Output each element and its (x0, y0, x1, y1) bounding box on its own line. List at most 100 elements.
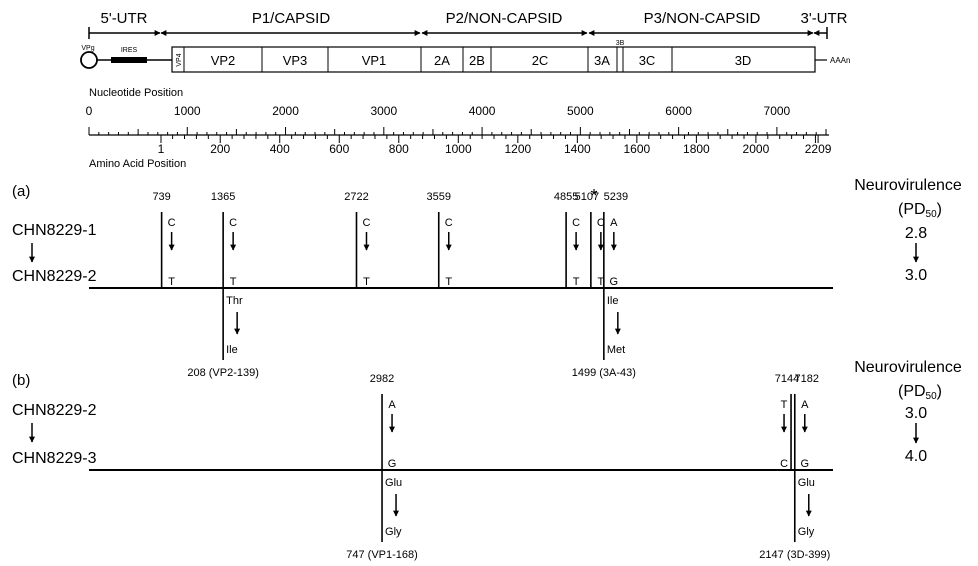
panel-a-neuro-title: Neurovirulence (854, 177, 962, 194)
polya-label: AAAn (830, 56, 850, 65)
segment-vp3: VP3 (283, 53, 308, 68)
mutation-position: 739 (152, 191, 170, 203)
segment-vp1: VP1 (362, 53, 387, 68)
genome-map (80, 27, 828, 73)
base-to: C (780, 458, 788, 470)
position-scale: Nucleotide Position Amino Acid Position … (86, 87, 832, 170)
polyprotein-box (171, 46, 816, 73)
aa-position-label: 747 (VP1-168) (346, 549, 418, 561)
mutation-position: 7144 (775, 373, 799, 385)
panel-a-neuro-unit: (PD50) (898, 201, 942, 220)
aa-tick-label: 1 (158, 142, 165, 156)
base-to: T (573, 276, 580, 288)
nt-tick-label: 0 (86, 104, 93, 118)
mutation-position: 4855 (554, 191, 578, 203)
segment-2b: 2B (469, 53, 485, 68)
aa-from: Glu (385, 477, 402, 489)
panel-a-strain-from: CHN8229-1 (12, 222, 97, 239)
mutation-position: 1365 (211, 191, 235, 203)
region-label-utr5: 5'-UTR (100, 10, 147, 27)
nucleotide-position-title: Nucleotide Position (89, 87, 183, 99)
nt-tick-label: 5000 (567, 104, 594, 118)
panel-a-aa-changes: Thr Ile 208 (VP2-139) Ile Met 1499 (3A-43) (187, 288, 636, 379)
segment-2c: 2C (532, 53, 549, 68)
segment-3d: 3D (735, 53, 752, 68)
ires-bar (111, 57, 147, 63)
mutation-position: 3559 (427, 191, 451, 203)
aa-tick-label: 1800 (683, 142, 710, 156)
aa-tick-label: 1000 (445, 142, 472, 156)
base-to: T (230, 276, 237, 288)
aa-tick-label: 400 (270, 142, 290, 156)
base-to: G (800, 458, 809, 470)
aa-to: Met (607, 344, 625, 356)
aa-tick-label: 2209 (805, 142, 832, 156)
base-to: T (168, 276, 175, 288)
segment-2a: 2A (434, 53, 450, 68)
segment-3c: 3C (639, 53, 656, 68)
panel-b-neuro-to: 4.0 (905, 448, 927, 465)
nt-tick-label: 2000 (272, 104, 299, 118)
panel-a-neuro-from: 2.8 (905, 225, 927, 242)
base-to: T (445, 276, 452, 288)
panel-b-neuro-unit: (PD50) (898, 383, 942, 402)
base-from: C (168, 217, 176, 229)
aa-tick-label: 1400 (564, 142, 591, 156)
base-to: G (610, 276, 619, 288)
panel-a-asterisk: * (590, 186, 597, 206)
vpg-circle (80, 51, 98, 69)
segment-vp4: VP4 (176, 53, 183, 66)
vpg-label: VPg (81, 45, 94, 52)
aa-to: Gly (798, 526, 815, 538)
genome-text: 5'-UTR P1/CAPSID P2/NON-CAPSID P3/NON-CA… (81, 10, 850, 68)
mutation-position: 5107 (575, 191, 599, 203)
panel-a-neuro-to: 3.0 (905, 267, 927, 284)
segment-3b: 3B (616, 40, 625, 47)
aa-position-label: 2147 (3D-399) (759, 549, 830, 561)
amino-acid-ticks: 1 200 400 600 800 1000 1200 1400 1600 1800 2000 220… (158, 135, 832, 156)
region-label-p2: P2/NON-CAPSID (446, 10, 563, 27)
nt-tick-label: 7000 (764, 104, 791, 118)
nt-tick-label: 6000 (665, 104, 692, 118)
base-from: A (801, 399, 809, 411)
aa-position-label: 1499 (3A-43) (572, 367, 636, 379)
mutation-position: 7182 (795, 373, 819, 385)
aa-tick-label: 2000 (743, 142, 770, 156)
base-from: C (597, 217, 605, 229)
aa-tick-label: 800 (389, 142, 409, 156)
base-from: C (363, 217, 371, 229)
aa-tick-label: 200 (210, 142, 230, 156)
aa-tick-label: 600 (329, 142, 349, 156)
region-label-p1: P1/CAPSID (252, 10, 331, 27)
amino-acid-position-title: Amino Acid Position (89, 158, 186, 170)
aa-from: Glu (798, 477, 815, 489)
base-from: C (229, 217, 237, 229)
base-from: C (572, 217, 580, 229)
base-from: A (388, 399, 396, 411)
panel-b-strain-from: CHN8229-2 (12, 402, 97, 419)
panel-a: (a) CHN8229-1 CHN8229-2 * 739 C T 1365 C T 272… (12, 177, 962, 379)
panel-a-label: (a) (12, 183, 30, 200)
base-to: T (597, 276, 604, 288)
base-to: T (363, 276, 370, 288)
panel-b-aa-changes: Glu Gly 747 (VP1-168) Glu Gly 2147 (3D-399) (346, 470, 830, 561)
mutation-position: 5239 (604, 191, 628, 203)
panel-b-neuro-from: 3.0 (905, 405, 927, 422)
base-from: A (610, 217, 618, 229)
aa-to: Gly (385, 526, 402, 538)
panel-b-strain-to: CHN8229-3 (12, 450, 97, 467)
nucleotide-ticks: 0 1000 2000 3000 4000 5000 6000 7000 (86, 104, 827, 135)
panel-b: (b) CHN8229-2 CHN8229-3 2982 A G 7144 T C 7182… (12, 359, 962, 561)
ires-label: IRES (121, 47, 138, 54)
base-from: T (781, 399, 788, 411)
region-label-utr3: 3'-UTR (800, 10, 847, 27)
panel-b-mutations: 2982 A G 7144 T C 7182 A G (370, 373, 819, 470)
panel-a-strain-to: CHN8229-2 (12, 268, 97, 285)
base-from: C (445, 217, 453, 229)
aa-from: Thr (226, 295, 243, 307)
aa-from: Ile (607, 295, 619, 307)
nt-tick-label: 3000 (370, 104, 397, 118)
nt-tick-label: 1000 (174, 104, 201, 118)
segment-vp2: VP2 (211, 53, 236, 68)
